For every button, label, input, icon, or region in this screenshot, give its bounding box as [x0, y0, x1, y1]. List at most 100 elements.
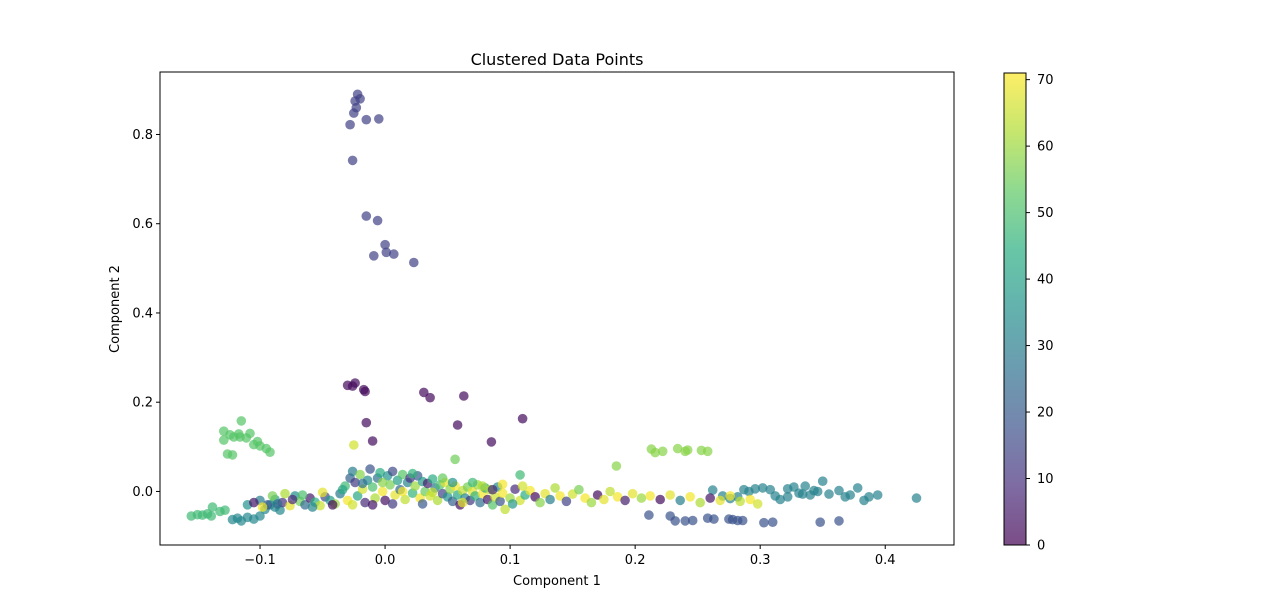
- data-point: [447, 477, 458, 488]
- data-point: [650, 447, 660, 458]
- data-point: [517, 413, 528, 424]
- data-point: [236, 416, 247, 426]
- data-point: [375, 467, 385, 478]
- data-point: [349, 108, 359, 118]
- data-point: [775, 494, 785, 505]
- data-point: [759, 517, 769, 528]
- data-point: [517, 481, 528, 491]
- data-point: [361, 417, 372, 428]
- data-point: [410, 481, 420, 491]
- data-point: [695, 497, 705, 508]
- data-point: [345, 119, 355, 130]
- data-point: [845, 490, 855, 500]
- data-point: [255, 511, 265, 521]
- data-point: [872, 490, 883, 500]
- data-point: [586, 497, 597, 508]
- data-point: [400, 494, 410, 505]
- colorbar-ticks: 0 10 20 30 40 50 60 70: [1026, 73, 1054, 554]
- data-point: [350, 378, 360, 388]
- x-tick-label: 0.2: [625, 553, 646, 568]
- data-point: [377, 477, 388, 488]
- x-axis: −0.1 0.0 0.1 0.2 0.3 0.4: [244, 545, 896, 568]
- data-point: [655, 494, 665, 505]
- data-point: [249, 497, 259, 508]
- data-point: [510, 484, 520, 495]
- data-point: [361, 114, 372, 125]
- data-point: [367, 482, 378, 492]
- data-point: [555, 491, 565, 501]
- data-point: [367, 436, 378, 446]
- data-point: [599, 494, 609, 505]
- data-point: [636, 493, 647, 503]
- data-point: [725, 491, 735, 501]
- data-point: [644, 510, 654, 520]
- data-point: [752, 499, 763, 509]
- data-point: [419, 387, 429, 398]
- colorbar-gradient: [1004, 73, 1026, 545]
- colorbar-tick-label: 20: [1037, 406, 1054, 421]
- data-point: [745, 494, 755, 505]
- x-tick-label: 0.0: [375, 553, 396, 568]
- data-point: [257, 502, 268, 512]
- data-point: [361, 211, 372, 221]
- data-point: [355, 469, 365, 480]
- data-point: [337, 484, 348, 495]
- data-point: [409, 257, 419, 268]
- data-point: [500, 504, 510, 515]
- data-point: [685, 492, 695, 502]
- data-point: [397, 469, 408, 480]
- data-point: [612, 492, 623, 502]
- data-point: [235, 432, 245, 442]
- data-point: [245, 428, 255, 439]
- data-point: [475, 497, 485, 508]
- data-point: [812, 486, 823, 497]
- data-point: [800, 481, 810, 491]
- data-point: [834, 485, 844, 496]
- data-point: [620, 495, 630, 506]
- data-point: [715, 495, 725, 506]
- data-point: [389, 249, 399, 259]
- data-point: [374, 114, 384, 124]
- colorbar-tick-label: 30: [1037, 339, 1054, 354]
- data-point: [360, 497, 370, 508]
- data-point: [417, 499, 428, 509]
- data-point: [834, 516, 844, 526]
- data-point: [911, 493, 922, 503]
- data-point: [767, 517, 778, 527]
- chart-title: Clustered Data Points: [471, 50, 644, 69]
- data-point: [377, 486, 388, 497]
- data-point: [380, 239, 390, 250]
- plot-frame: [159, 71, 955, 546]
- data-point: [605, 486, 615, 497]
- colorbar-tick-label: 50: [1037, 206, 1054, 221]
- data-point: [682, 445, 693, 455]
- data-point: [497, 479, 508, 490]
- data-point: [707, 485, 718, 495]
- data-point: [497, 488, 508, 499]
- data-point: [369, 251, 379, 261]
- data-point: [705, 493, 715, 503]
- x-tick-label: 0.3: [750, 553, 771, 568]
- data-point: [672, 443, 683, 454]
- data-point: [437, 473, 448, 483]
- data-point: [272, 499, 283, 509]
- data-point: [360, 386, 370, 397]
- data-point: [611, 461, 622, 471]
- data-point: [757, 483, 768, 493]
- colorbar: 0 10 20 30 40 50 60 70: [1003, 72, 1054, 554]
- data-point: [267, 491, 278, 501]
- y-axis-title: Component 2: [108, 265, 123, 353]
- data-point: [432, 495, 443, 506]
- y-tick-label: 0.2: [132, 396, 153, 411]
- data-point: [220, 505, 230, 515]
- y-tick-label: 0.4: [132, 306, 153, 321]
- data-point: [702, 446, 713, 457]
- data-point: [349, 440, 359, 450]
- colorbar-tick-label: 10: [1037, 472, 1054, 487]
- data-point: [561, 496, 572, 507]
- data-point: [317, 487, 328, 498]
- data-point: [750, 484, 760, 494]
- data-point: [797, 489, 808, 499]
- data-point: [550, 483, 560, 493]
